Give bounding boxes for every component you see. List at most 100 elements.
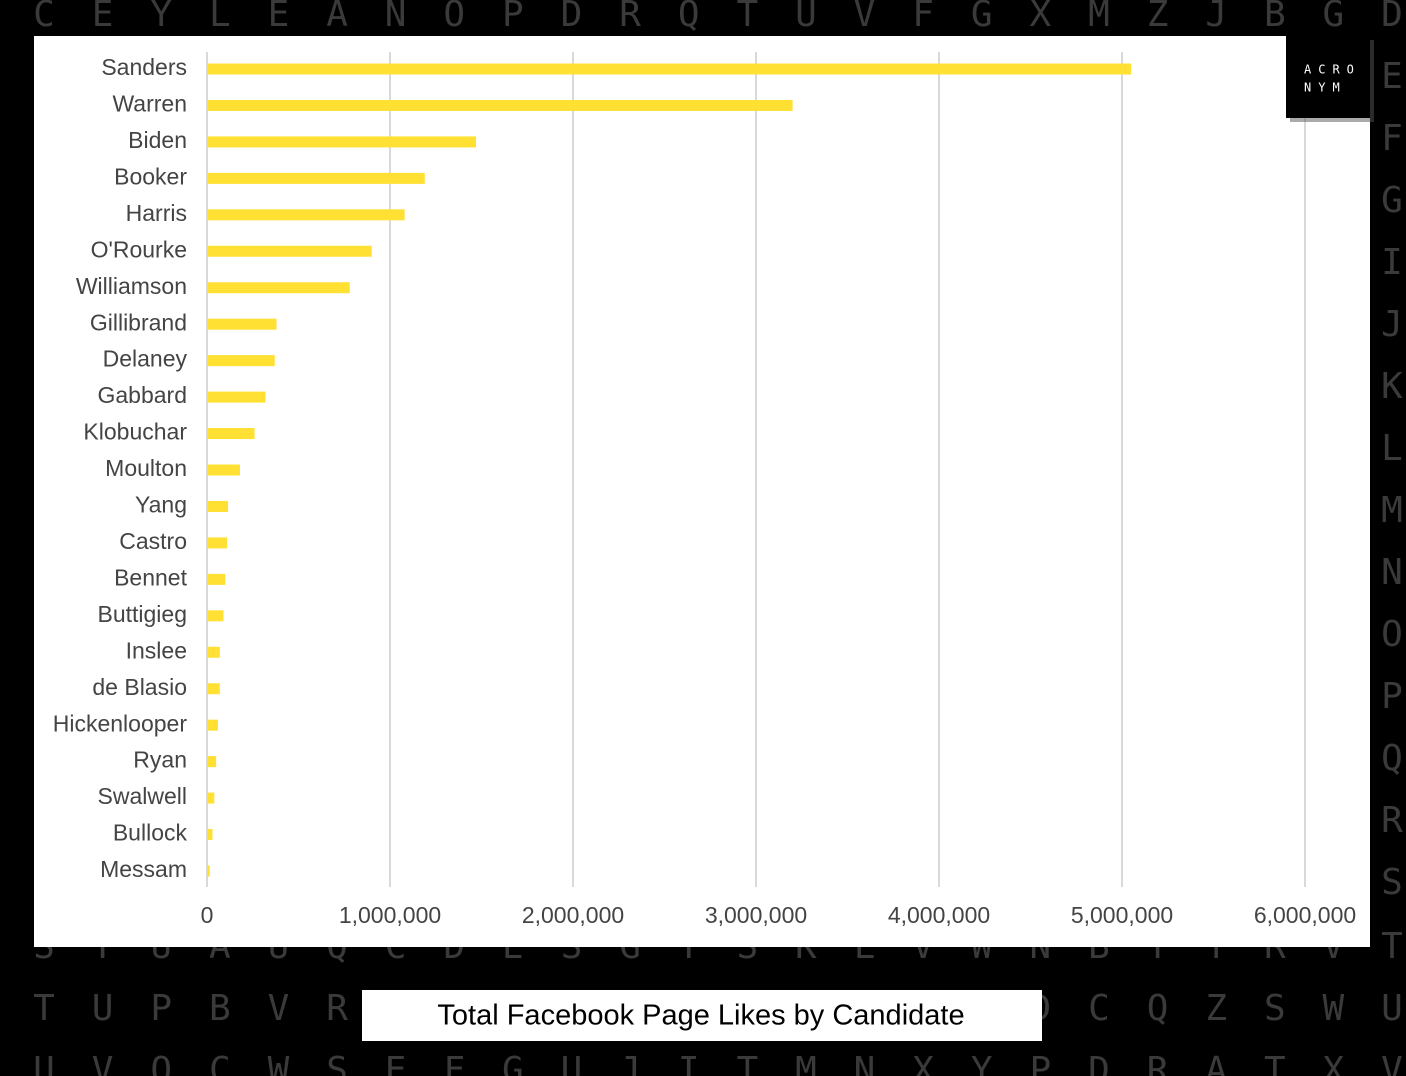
bg-letter: T — [1264, 1050, 1286, 1076]
bg-letter: X — [1030, 0, 1052, 35]
bar — [207, 792, 215, 804]
bar — [207, 610, 224, 622]
y-tick-label: Gabbard — [97, 382, 187, 408]
bar — [207, 355, 275, 367]
bar — [207, 245, 372, 257]
y-tick-label: Bennet — [114, 564, 188, 590]
y-tick-label: Warren — [112, 91, 187, 117]
y-tick-label: Hickenlooper — [53, 710, 188, 736]
bg-letter: F — [1381, 118, 1403, 159]
bg-letter: Q — [1381, 738, 1403, 779]
x-tick-label: 5,000,000 — [1071, 902, 1173, 928]
bg-letter: J — [619, 1050, 641, 1076]
bg-letter: W — [1323, 988, 1345, 1029]
bg-letter: Y — [150, 0, 172, 35]
bg-letter: G — [502, 1050, 524, 1076]
x-tick-label: 0 — [201, 902, 214, 928]
bg-letter: T — [33, 988, 55, 1029]
bg-letter: Q — [1147, 988, 1169, 1029]
bg-letter: E — [92, 0, 114, 35]
bg-letter: G — [1381, 180, 1403, 221]
bg-letter: B — [209, 988, 231, 1029]
bg-letter: T — [736, 1050, 758, 1076]
bg-letter: D — [1088, 1050, 1110, 1076]
x-tick-label: 4,000,000 — [888, 902, 990, 928]
bg-letter: V — [92, 1050, 114, 1076]
bg-letter: O — [150, 1050, 172, 1076]
bg-letter: Q — [678, 0, 700, 35]
bg-letter: A — [1205, 1050, 1227, 1076]
bg-letter: S — [1264, 988, 1286, 1029]
bg-letter: C — [1088, 988, 1110, 1029]
bg-letter: K — [1381, 366, 1403, 407]
y-tick-label: Castro — [119, 528, 187, 554]
bg-letter: X — [912, 1050, 934, 1076]
bg-letter: U — [92, 988, 114, 1029]
x-tick-label: 1,000,000 — [339, 902, 441, 928]
y-tick-label: Klobuchar — [83, 419, 187, 445]
bar — [207, 282, 350, 294]
bg-letter: V — [1381, 1050, 1403, 1076]
logo-box — [1286, 36, 1370, 118]
bg-letter: J — [1381, 304, 1403, 345]
bg-letter: U — [795, 0, 817, 35]
bg-letter: N — [385, 0, 407, 35]
bg-letter: N — [854, 1050, 876, 1076]
bar — [207, 865, 210, 877]
title-box — [362, 990, 1042, 1041]
y-tick-label: de Blasio — [92, 674, 187, 700]
bg-letter: D — [1381, 0, 1403, 35]
y-tick-label: Buttigieg — [97, 601, 187, 627]
bg-letter: O — [1381, 614, 1403, 655]
bg-letter: T — [1381, 926, 1403, 967]
bar — [207, 573, 226, 585]
bg-letter: R — [1147, 1050, 1169, 1076]
y-tick-label: Swalwell — [98, 783, 187, 809]
x-tick-label: 6,000,000 — [1254, 902, 1356, 928]
bg-letter: P — [502, 0, 524, 35]
letter-row: DCQZSWU — [1030, 988, 1403, 1029]
bg-letter: M — [1088, 0, 1110, 35]
bg-letter: L — [1381, 428, 1403, 469]
bar — [207, 99, 793, 111]
y-tick-label: Harris — [126, 200, 187, 226]
bg-letter: M — [795, 1050, 817, 1076]
bar — [207, 464, 240, 476]
y-tick-label: Delaney — [103, 346, 188, 372]
bar — [207, 209, 405, 221]
y-tick-label: Moulton — [105, 455, 187, 481]
y-tick-label: Bullock — [113, 820, 188, 846]
bg-letter: F — [912, 0, 934, 35]
plot-panel — [34, 36, 1370, 947]
bg-letter: U — [33, 1050, 55, 1076]
bar — [207, 756, 217, 768]
bg-letter: R — [619, 0, 641, 35]
bg-letter: R — [1381, 800, 1403, 841]
bg-letter: S — [326, 1050, 348, 1076]
bg-letter: P — [1030, 1050, 1052, 1076]
bar — [207, 683, 220, 695]
bg-letter: D — [561, 0, 583, 35]
bg-letter: V — [854, 0, 876, 35]
bar — [207, 500, 229, 512]
y-tick-label: Inslee — [126, 637, 187, 663]
y-tick-label: O'Rourke — [91, 236, 187, 262]
bar — [207, 391, 266, 403]
bar — [207, 646, 220, 658]
y-tick-label: Williamson — [76, 273, 187, 299]
bg-letter: Z — [1147, 0, 1169, 35]
bg-letter: G — [971, 0, 993, 35]
bar — [207, 537, 228, 549]
bg-letter: E — [268, 0, 290, 35]
bg-letter: P — [150, 988, 172, 1029]
bg-letter: U — [561, 1050, 583, 1076]
bar — [207, 719, 218, 731]
bg-letter: C — [209, 1050, 231, 1076]
bg-letter: J — [1205, 0, 1227, 35]
bg-letter: B — [1264, 0, 1286, 35]
bar — [207, 136, 477, 148]
